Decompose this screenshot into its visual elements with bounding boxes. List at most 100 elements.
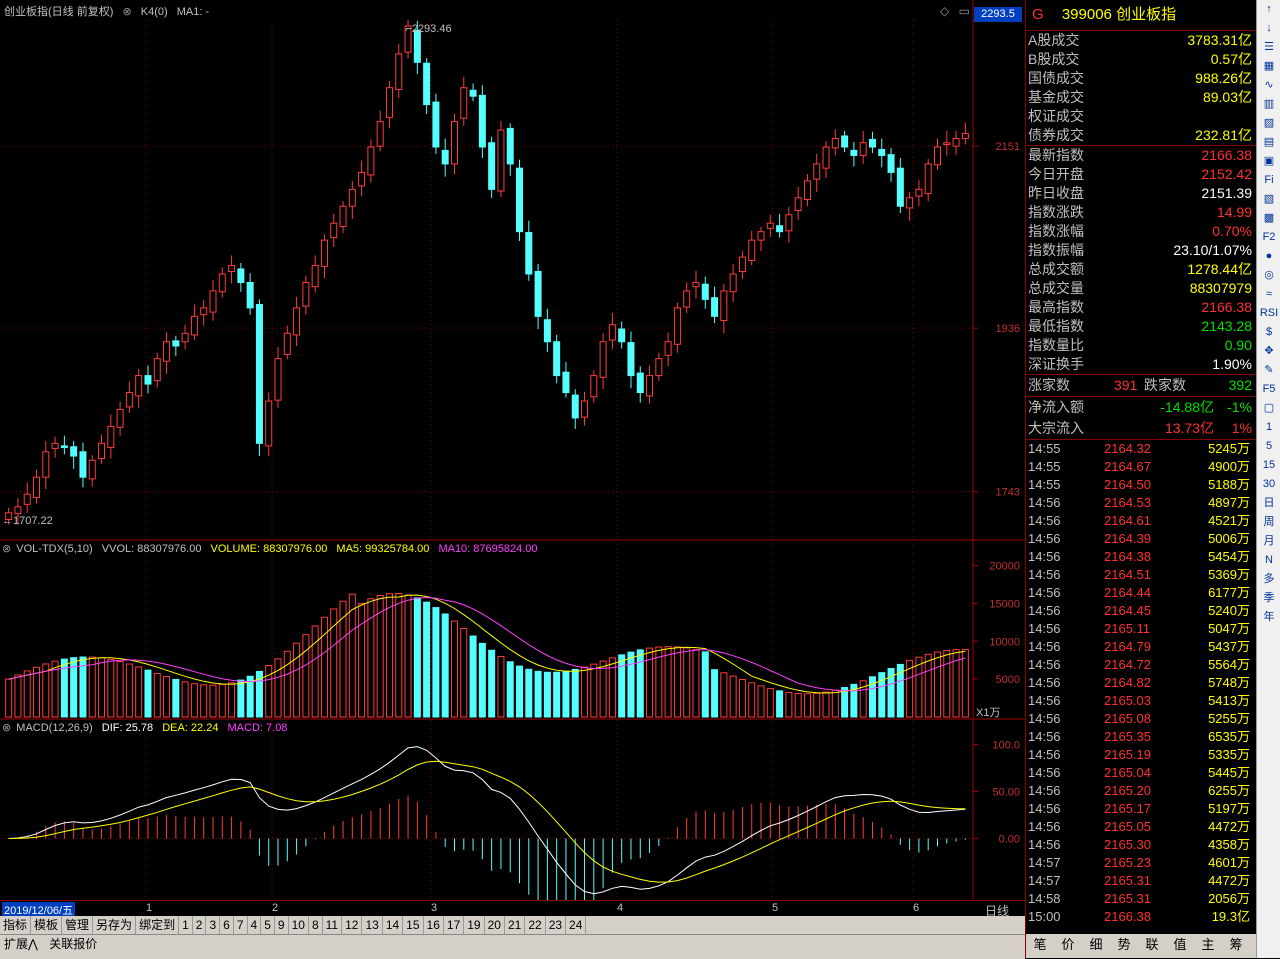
collapse-icon[interactable]: ⊗ <box>2 543 12 555</box>
period-button[interactable]: 年 <box>1263 611 1275 623</box>
vol-unit-label: X1万 <box>976 707 1000 719</box>
indicator-tab[interactable]: 7 <box>234 916 248 934</box>
indicator-tab[interactable]: 21 <box>505 916 526 934</box>
indicator-tab[interactable]: 1 <box>179 916 193 934</box>
tick-volume: 5369万 <box>1208 567 1250 582</box>
candle-body <box>757 231 765 241</box>
indicator-tab[interactable]: 模板 <box>31 916 63 934</box>
toolbar-icon[interactable]: ▥ <box>1263 98 1275 110</box>
toolbar-icon[interactable]: ↓ <box>1266 22 1272 34</box>
minimize-icon[interactable]: ▭ <box>958 4 970 18</box>
toolbar-icon[interactable]: F5 <box>1262 383 1276 395</box>
toolbar-icon[interactable]: ▩ <box>1263 212 1275 224</box>
volume-bar <box>516 665 524 718</box>
volume-bar <box>302 634 310 718</box>
period-button[interactable]: 1 <box>1265 421 1273 433</box>
panel-tab[interactable]: 笔 <box>1033 937 1047 952</box>
indicator-tab[interactable]: 16 <box>424 916 444 934</box>
toolbar-icon[interactable]: ✥ <box>1264 345 1274 357</box>
period-button[interactable]: N <box>1265 554 1273 566</box>
related-quote-tab[interactable]: 关联报价 <box>49 937 98 951</box>
toolbar-icon[interactable]: ▦ <box>1263 60 1275 72</box>
period-button[interactable]: 月 <box>1263 535 1275 547</box>
indicator-tab[interactable]: 13 <box>362 916 383 934</box>
indicator-tab[interactable]: 8 <box>309 916 323 934</box>
close-icon[interactable]: ⊗ <box>122 6 132 18</box>
toolbar-icon[interactable]: ↑ <box>1266 3 1272 15</box>
tick-time: 14:56 <box>1028 567 1061 582</box>
period-button[interactable]: 季 <box>1263 592 1275 604</box>
toolbar-icon[interactable]: Fi <box>1264 174 1274 186</box>
indicator-tab[interactable]: 绑定到 <box>136 916 180 934</box>
period-button[interactable]: 多 <box>1263 573 1275 585</box>
period-label[interactable]: 日线 <box>985 904 1010 918</box>
panel-tab[interactable]: 细 <box>1089 937 1103 952</box>
collapse-icon[interactable]: ⊗ <box>2 722 12 734</box>
stat-value: 1.90% <box>1212 356 1252 372</box>
ma1-label: MA1: - <box>176 6 210 18</box>
indicator-tab[interactable]: 12 <box>342 916 363 934</box>
indicator-tab[interactable]: 5 <box>261 916 275 934</box>
panel-tab[interactable]: 联 <box>1145 937 1159 952</box>
period-button[interactable]: 15 <box>1262 459 1276 471</box>
kline-chart[interactable]: 2151 1936 1743 ⌐2293.46 ←1707.22 20000 15000 10… <box>0 0 1025 900</box>
panel-tab[interactable]: 价 <box>1061 937 1075 952</box>
diamond-icon[interactable]: ◇ <box>940 4 950 18</box>
tick-volume: 2056万 <box>1208 891 1250 906</box>
volume-bar <box>924 653 932 718</box>
tick-list[interactable]: 14:55 2164.32 5245万 14:55 2164.67 4900万 14:55 2… <box>1026 440 1256 926</box>
period-button[interactable]: 30 <box>1262 478 1276 490</box>
candle-body <box>450 121 458 165</box>
period-button[interactable]: 日 <box>1263 497 1275 509</box>
indicator-tab[interactable]: 11 <box>323 916 343 934</box>
volume-bar <box>562 670 570 718</box>
toolbar-icon[interactable]: ◎ <box>1264 269 1274 281</box>
panel-tab[interactable]: 主 <box>1201 937 1215 952</box>
indicator-tab[interactable]: 另存为 <box>93 916 137 934</box>
expand-tab[interactable]: 扩展⋀ <box>4 937 38 951</box>
chart-area[interactable]: 2151 1936 1743 ⌐2293.46 ←1707.22 20000 15000 10… <box>0 0 1025 900</box>
toolbar-icon[interactable]: RSI <box>1259 307 1279 319</box>
toolbar-icon[interactable]: ✎ <box>1264 364 1274 376</box>
toolbar-icon[interactable]: ▧ <box>1263 193 1275 205</box>
indicator-tab[interactable]: 管理 <box>62 916 94 934</box>
toolbar-icon[interactable]: ☰ <box>1264 41 1274 53</box>
toolbar-icon[interactable]: F2 <box>1262 231 1276 243</box>
candle-body <box>107 425 115 449</box>
toolbar-icon[interactable]: ▤ <box>1263 136 1275 148</box>
indicator-tab[interactable]: 2 <box>193 916 207 934</box>
indicator-tab[interactable]: 6 <box>220 916 234 934</box>
indicator-tab[interactable]: 19 <box>464 916 485 934</box>
indicator-tab[interactable]: 4 <box>248 916 262 934</box>
toolbar-icon[interactable]: ∿ <box>1264 79 1274 91</box>
toolbar-icon[interactable]: ● <box>1265 250 1273 262</box>
indicator-tab[interactable]: 3 <box>206 916 221 934</box>
indicator-tab[interactable]: 24 <box>566 916 587 934</box>
panel-tab[interactable]: 势 <box>1117 937 1131 952</box>
indicator-tab[interactable]: 20 <box>485 916 505 934</box>
tick-volume: 4521万 <box>1208 513 1250 528</box>
indicator-tab[interactable]: 10 <box>289 916 309 934</box>
period-button[interactable]: 周 <box>1263 516 1275 528</box>
indicator-tab[interactable]: 17 <box>444 916 465 934</box>
toolbar-icon[interactable]: ▢ <box>1263 402 1275 414</box>
tick-volume: 5445万 <box>1208 765 1250 780</box>
tick-time: 14:55 <box>1028 477 1061 492</box>
indicator-tab[interactable]: 指标 <box>0 916 32 934</box>
period-button[interactable]: 5 <box>1265 440 1273 452</box>
candle-body <box>228 265 236 272</box>
toolbar-icon[interactable]: $ <box>1265 326 1273 338</box>
indicator-tab[interactable]: 14 <box>383 916 404 934</box>
indicator-tab[interactable]: 23 <box>546 916 567 934</box>
indicator-tab[interactable]: 22 <box>525 916 546 934</box>
toolbar-icon[interactable]: ▣ <box>1263 155 1275 167</box>
toolbar-icon[interactable]: ≈ <box>1265 288 1273 300</box>
panel-tab[interactable]: 值 <box>1173 937 1187 952</box>
index-stat-row: 指数振幅 23.10/1.07% <box>1026 241 1256 260</box>
panel-tab[interactable]: 筹 <box>1229 937 1243 952</box>
stat-label: B股成交 <box>1028 51 1080 67</box>
toolbar-icon[interactable]: ▨ <box>1263 117 1275 129</box>
stat-value: 2151.39 <box>1201 185 1252 201</box>
indicator-tab[interactable]: 15 <box>403 916 424 934</box>
indicator-tab[interactable]: 9 <box>275 916 289 934</box>
